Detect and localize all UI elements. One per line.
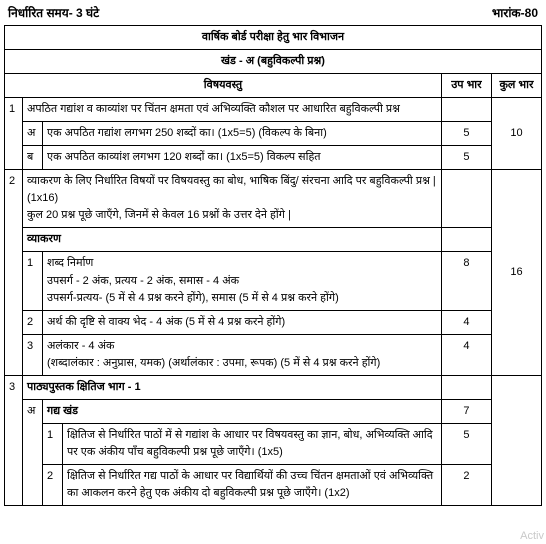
q1-no: 1 — [5, 98, 23, 170]
watermark: Activ — [520, 530, 544, 542]
title-main: वार्षिक बोर्ड परीक्षा हेतु भार विभाजन — [5, 26, 542, 50]
q3-gk: गद्य खंड — [43, 399, 442, 423]
q1-main: अपठित गद्यांश व काव्यांश पर चिंतन क्षमता… — [23, 98, 442, 122]
q2s2-lbl: 2 — [23, 310, 43, 334]
q2s2: अर्थ की दृष्टि से वाक्य भेद - 4 अंक (5 म… — [43, 310, 442, 334]
col-up: उप भार — [441, 74, 491, 98]
marks-label: भारांक-80 — [492, 4, 538, 21]
q1a-lbl: अ — [23, 122, 43, 146]
q2-kul: 16 — [491, 170, 541, 375]
q2s2-up: 4 — [441, 310, 491, 334]
q3s1-lbl: 1 — [43, 423, 63, 464]
col-kul: कुल भार — [491, 74, 541, 98]
col-vishay: विषयवस्तु — [5, 74, 442, 98]
q3s2-up: 2 — [441, 464, 491, 505]
q3a-lbl: अ — [23, 399, 43, 505]
q3-main: पाठ्यपुस्तक क्षितिज भाग - 1 — [23, 375, 442, 399]
q2s1-lbl: 1 — [23, 252, 43, 310]
q1b: एक अपठित काव्यांश लगभग 120 शब्दों का। (1… — [43, 146, 442, 170]
q3s1: क्षितिज से निर्धारित पाठों में से गद्यां… — [63, 423, 442, 464]
time-label: निर्धारित समय- 3 घंटे — [8, 4, 99, 21]
q2s3-lbl: 3 — [23, 334, 43, 375]
q3-gk-up: 7 — [441, 399, 491, 423]
q3s2: क्षितिज से निर्धारित गद्य पाठों के आधार … — [63, 464, 442, 505]
q1-kul: 10 — [491, 98, 541, 170]
marks-table: वार्षिक बोर्ड परीक्षा हेतु भार विभाजन खं… — [4, 25, 542, 506]
q3-no: 3 — [5, 375, 23, 505]
q3s1-up: 5 — [441, 423, 491, 464]
q2-main: व्याकरण के लिए निर्धारित विषयों पर विषयव… — [23, 170, 442, 228]
q2s1-up: 8 — [441, 252, 491, 310]
q1b-up: 5 — [441, 146, 491, 170]
q2s3-up: 4 — [441, 334, 491, 375]
q2s1: शब्द निर्माण उपसर्ग - 2 अंक, प्रत्यय - 2… — [43, 252, 442, 310]
q1b-lbl: ब — [23, 146, 43, 170]
q2s3: अलंकार - 4 अंक (शब्दालंकार : अनुप्रास, य… — [43, 334, 442, 375]
q3s2-lbl: 2 — [43, 464, 63, 505]
q1a: एक अपठित गद्यांश लगभग 250 शब्दों का। (1x… — [43, 122, 442, 146]
q1a-up: 5 — [441, 122, 491, 146]
title-section: खंड - अ (बहुविकल्पी प्रश्न) — [5, 50, 542, 74]
q2-no: 2 — [5, 170, 23, 375]
q2-vyak: व्याकरण — [23, 228, 442, 252]
